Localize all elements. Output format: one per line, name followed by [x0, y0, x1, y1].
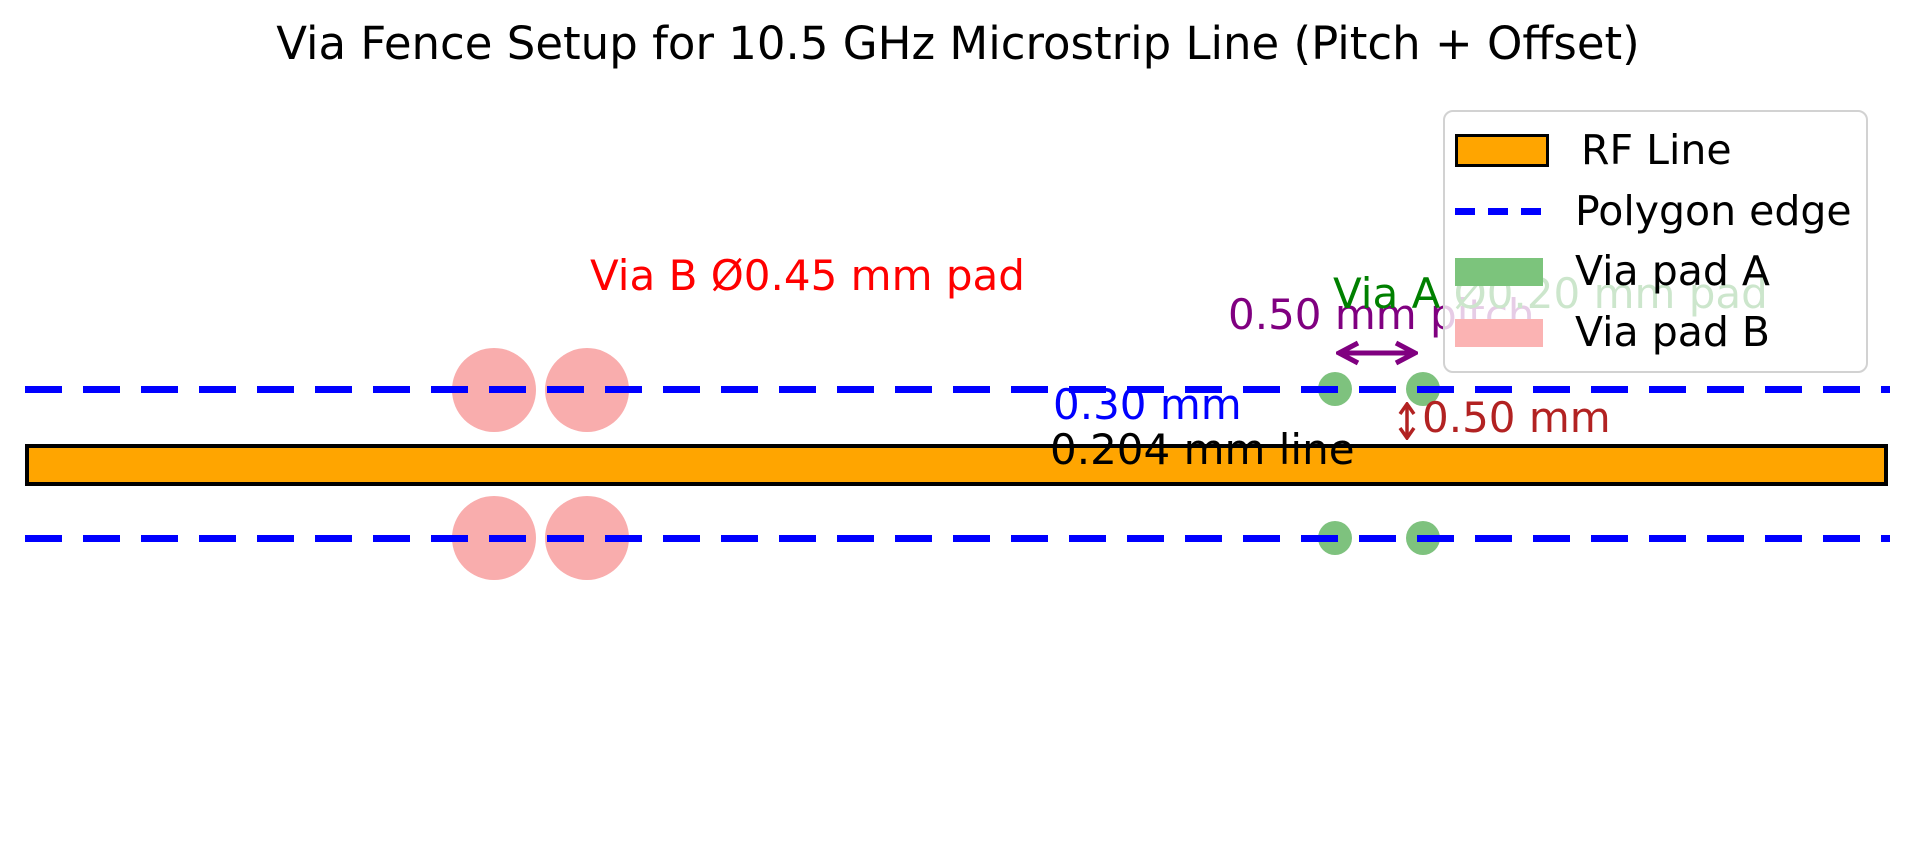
legend-label: Polygon edge	[1575, 186, 1852, 235]
legend-row-via-pad-b: Via pad B	[1455, 302, 1866, 363]
figure-title: Via Fence Setup for 10.5 GHz Microstrip …	[276, 17, 1640, 70]
edge-distance-label: 0.30 mm	[1053, 380, 1242, 429]
legend: RF Line Polygon edge Via pad A Via pad B	[1443, 110, 1868, 373]
via-pad-b-swatch	[1455, 318, 1543, 347]
legend-row-rf-line: RF Line	[1455, 120, 1866, 181]
offset-label: 0.50 mm	[1422, 393, 1611, 442]
line-width-label: 0.204 mm line	[1050, 425, 1355, 474]
polygon-edge-bottom-line	[25, 535, 1890, 542]
polygon-edge-swatch	[1455, 207, 1543, 215]
legend-label: RF Line	[1581, 125, 1732, 174]
offset-double-arrow-icon	[1398, 402, 1416, 440]
via-b-pad-label: Via B Ø0.45 mm pad	[590, 251, 1025, 300]
pitch-double-arrow-icon	[1336, 340, 1418, 366]
polygon-edge-top-line	[25, 386, 1890, 393]
legend-row-via-pad-a: Via pad A	[1455, 242, 1866, 303]
legend-row-polygon-edge: Polygon edge	[1455, 181, 1866, 242]
via-pad-a-swatch	[1455, 257, 1543, 286]
rf-line-swatch	[1455, 133, 1549, 167]
legend-label: Via pad B	[1575, 308, 1771, 357]
rf-line-bar	[25, 444, 1888, 486]
legend-label: Via pad A	[1575, 247, 1770, 296]
